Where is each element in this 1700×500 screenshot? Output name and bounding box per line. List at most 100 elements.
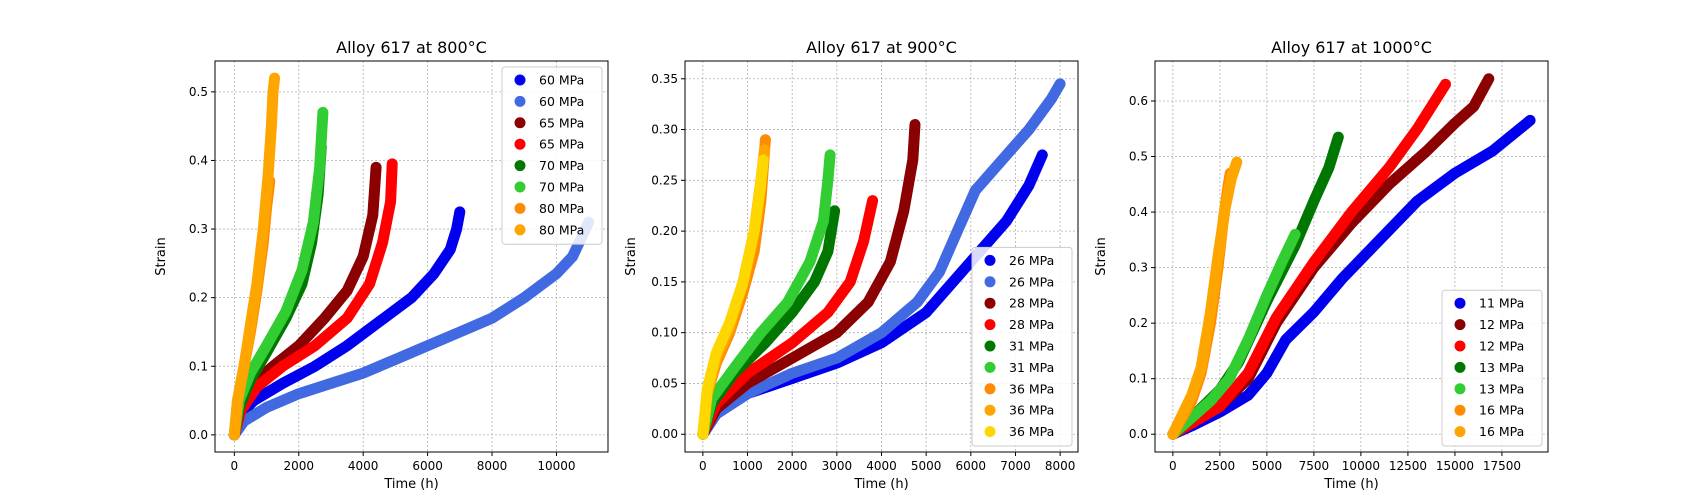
legend-marker	[984, 383, 996, 395]
y-tick-label: 0.3	[1129, 261, 1148, 275]
legend-marker	[514, 95, 526, 107]
legend-label: 80 MPa	[539, 222, 584, 237]
y-axis-label: Strain	[1094, 237, 1109, 276]
legend-label: 12 MPa	[1479, 339, 1524, 354]
plot-frame	[1154, 60, 1549, 453]
legend-marker	[984, 319, 996, 331]
legend-marker	[984, 404, 996, 416]
y-tick-label: 0.6	[1129, 94, 1148, 108]
series-line	[228, 216, 595, 441]
series-line	[697, 149, 836, 440]
x-tick-label: 8000	[1045, 459, 1076, 473]
y-tick-label: 0.0	[189, 428, 208, 442]
x-tick-label: 8000	[477, 459, 508, 473]
x-tick-label: 4000	[348, 459, 379, 473]
y-tick-label: 0.35	[651, 72, 678, 86]
y-tick-label: 0.30	[651, 123, 678, 137]
y-tick-label: 0.15	[651, 275, 678, 289]
legend-marker	[1454, 404, 1466, 416]
x-tick-label: 0	[1169, 459, 1177, 473]
x-tick-label: 7500	[1299, 459, 1330, 473]
legend-label: 31 MPa	[1009, 339, 1054, 354]
legend-marker	[1454, 297, 1466, 309]
legend-label: 70 MPa	[539, 180, 584, 195]
legend-marker	[514, 181, 526, 193]
legend-label: 12 MPa	[1479, 317, 1524, 332]
legend-marker	[514, 202, 526, 214]
y-axis-label: Strain	[624, 237, 639, 276]
x-tick-label: 10000	[1342, 459, 1380, 473]
x-tick-label: 6000	[412, 459, 443, 473]
grid-lines	[215, 61, 608, 452]
x-tick-label: 5000	[1252, 459, 1283, 473]
x-tick-label: 6000	[956, 459, 987, 473]
y-tick-label: 0.10	[651, 326, 678, 340]
legend: 60 MPa 60 MPa 65 MPa 65 MPa 70 MPa 70 MPa 80 M…	[501, 66, 603, 245]
legend-label: 60 MPa	[539, 94, 584, 109]
legend-box	[971, 246, 1073, 447]
x-tick-label: 0	[699, 459, 707, 473]
y-tick-label: 0.0	[1129, 427, 1148, 441]
legend-marker	[1454, 426, 1466, 438]
legend-label: 31 MPa	[1009, 360, 1054, 375]
legend-label: 65 MPa	[539, 115, 584, 130]
legend-label: 13 MPa	[1479, 381, 1524, 396]
y-tick-label: 0.00	[651, 427, 678, 441]
legend-marker	[514, 117, 526, 129]
x-tick-label: 5000	[911, 459, 942, 473]
legend: 11 MPa 12 MPa 12 MPa 13 MPa 13 MPa 16 MPa 16 M…	[1441, 289, 1543, 447]
legend-label: 65 MPa	[539, 137, 584, 152]
legend-marker	[514, 160, 526, 172]
legend-marker	[514, 224, 526, 236]
legend-label: 28 MPa	[1009, 317, 1054, 332]
y-tick-label: 0.4	[1129, 205, 1148, 219]
x-tick-label: 2000	[777, 459, 808, 473]
legend-label: 13 MPa	[1479, 360, 1524, 375]
legend-label: 28 MPa	[1009, 296, 1054, 311]
chart-title: Alloy 617 at 800°C	[336, 38, 487, 57]
series-line	[1167, 228, 1301, 440]
y-tick-label: 0.1	[189, 359, 208, 373]
legend-label: 36 MPa	[1009, 381, 1054, 396]
legend-box	[501, 66, 603, 245]
legend-label: 11 MPa	[1479, 296, 1524, 311]
x-axis-label: Time (h)	[383, 477, 438, 492]
x-tick-label: 12500	[1389, 459, 1427, 473]
series-line	[697, 78, 1066, 440]
legend-marker	[984, 297, 996, 309]
legend-label: 70 MPa	[539, 158, 584, 173]
series-line	[697, 154, 769, 440]
y-tick-label: 0.20	[651, 224, 678, 238]
legend-marker	[984, 361, 996, 373]
legend-label: 36 MPa	[1009, 403, 1054, 418]
chart-1: 0 2000 4000 6000 8000 10000 0.0 0.1 0.2 0.3 0.4 0.5…	[154, 38, 609, 492]
x-tick-label: 0	[231, 459, 239, 473]
legend-marker	[1454, 383, 1466, 395]
y-tick-label: 0.05	[651, 376, 678, 390]
legend-box	[1441, 289, 1543, 447]
y-tick-label: 0.25	[651, 173, 678, 187]
legend: 26 MPa 26 MPa 28 MPa 28 MPa 31 MPa 31 MPa 36 M…	[971, 246, 1073, 447]
y-tick-label: 0.2	[1129, 316, 1148, 330]
legend-marker	[984, 340, 996, 352]
legend-marker	[984, 426, 996, 438]
x-tick-label: 2000	[283, 459, 314, 473]
chart-2: 0 1000 2000 3000 4000 5000 6000 7000 8000 0.00 0.0…	[624, 38, 1079, 492]
legend-label: 60 MPa	[539, 73, 584, 88]
series-group	[228, 72, 595, 441]
series-line	[228, 158, 398, 441]
series-group	[697, 78, 1066, 440]
x-tick-label: 15000	[1436, 459, 1474, 473]
x-tick-label: 7000	[1000, 459, 1031, 473]
x-tick-label: 17500	[1483, 459, 1521, 473]
legend-label: 16 MPa	[1479, 424, 1524, 439]
legend-marker	[1454, 361, 1466, 373]
y-tick-label: 0.2	[189, 291, 208, 305]
x-tick-label: 1000	[732, 459, 763, 473]
x-tick-label: 4000	[866, 459, 897, 473]
x-tick-label: 10000	[537, 459, 575, 473]
legend-label: 36 MPa	[1009, 424, 1054, 439]
y-tick-label: 0.1	[1129, 372, 1148, 386]
legend-label: 26 MPa	[1009, 253, 1054, 268]
